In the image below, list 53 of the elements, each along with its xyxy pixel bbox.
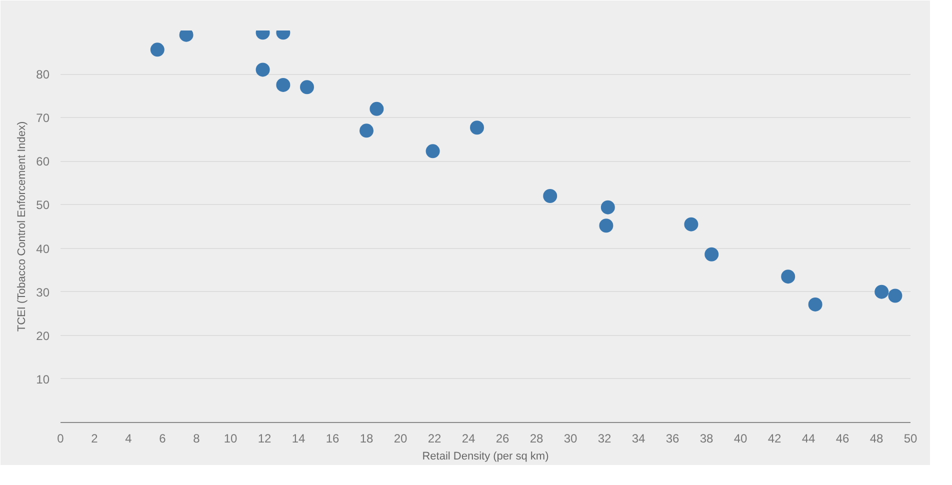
y-tick-label: 70 (36, 111, 50, 126)
x-tick-label: 14 (292, 432, 306, 446)
point (543, 189, 558, 203)
x-tick-label: 6 (159, 432, 166, 446)
x-tick-label: 0 (57, 432, 64, 446)
x-tick-label: 48 (870, 432, 884, 446)
point (704, 247, 719, 262)
y-tick-label: 60 (36, 154, 50, 169)
point (600, 200, 615, 214)
point (426, 144, 440, 158)
x-tick-label: 10 (224, 432, 238, 446)
y-tick-label: 30 (36, 285, 50, 300)
x-tick-label: 46 (836, 432, 850, 446)
x-tick-label: 2 (91, 432, 98, 446)
x-tick-label: 12 (258, 432, 272, 446)
y-tick-label: 10 (36, 372, 50, 386)
x-tick-label: 24 (462, 432, 476, 446)
point (470, 120, 484, 135)
x-tick-label: 18 (360, 432, 374, 446)
y-axis-title: TCEI (Tobacco Control Enforcement Index) (16, 121, 28, 332)
x-tick-label: 26 (496, 432, 510, 446)
x-tick-label: 40 (734, 432, 748, 446)
y-tick-label: 40 (36, 242, 50, 256)
x-tick-label: 44 (802, 432, 816, 446)
x-tick-label: 4 (125, 432, 132, 446)
x-tick-label: 20 (394, 432, 408, 446)
point (781, 270, 796, 284)
x-tick-label: 38 (700, 432, 714, 446)
point (360, 124, 374, 138)
x-tick-label: 22 (428, 432, 442, 446)
point (370, 102, 384, 116)
x-axis-title: Retail Density (per sq km) (422, 450, 549, 462)
x-tick-label: 50 (904, 432, 918, 446)
x-tick-label: 8 (193, 432, 200, 446)
point (888, 288, 902, 303)
y-tick-label: 80 (36, 68, 50, 82)
point (256, 62, 270, 77)
point (276, 78, 290, 92)
point (599, 218, 614, 233)
x-tick-label: 30 (564, 432, 578, 446)
x-tick-label: 42 (768, 432, 782, 446)
x-tick-label: 36 (666, 432, 680, 446)
x-tick-label: 16 (326, 432, 340, 446)
point (300, 80, 314, 94)
point (808, 297, 822, 312)
y-tick-label: 20 (36, 328, 50, 343)
point (150, 42, 164, 57)
x-tick-label: 28 (530, 432, 544, 446)
point (684, 217, 698, 232)
x-tick-label: 34 (632, 432, 646, 446)
y-tick-label: 50 (36, 198, 50, 212)
x-tick-label: 32 (598, 432, 612, 446)
point (874, 284, 889, 299)
